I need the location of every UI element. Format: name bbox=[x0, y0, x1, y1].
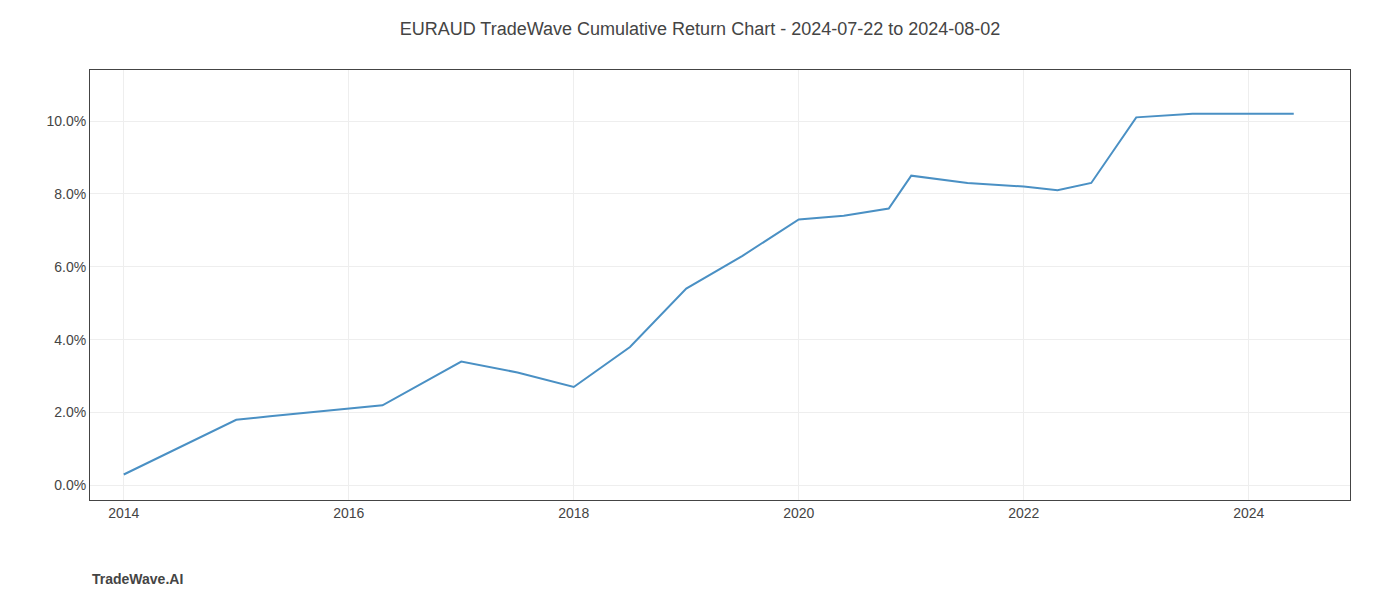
svg-text:TradeWave.AI: TradeWave.AI bbox=[92, 571, 183, 587]
svg-text:6.0%: 6.0% bbox=[54, 259, 86, 275]
svg-text:0.0%: 0.0% bbox=[54, 477, 86, 493]
svg-text:8.0%: 8.0% bbox=[54, 186, 86, 202]
svg-text:10.0%: 10.0% bbox=[46, 113, 86, 129]
svg-text:2022: 2022 bbox=[1008, 505, 1039, 521]
svg-text:4.0%: 4.0% bbox=[54, 332, 86, 348]
svg-text:2018: 2018 bbox=[558, 505, 589, 521]
svg-text:2016: 2016 bbox=[333, 505, 364, 521]
svg-text:2020: 2020 bbox=[783, 505, 814, 521]
svg-text:2.0%: 2.0% bbox=[54, 404, 86, 420]
svg-text:EURAUD TradeWave Cumulative Re: EURAUD TradeWave Cumulative Return Chart… bbox=[400, 19, 1001, 39]
svg-text:2014: 2014 bbox=[108, 505, 139, 521]
svg-text:2024: 2024 bbox=[1233, 505, 1264, 521]
